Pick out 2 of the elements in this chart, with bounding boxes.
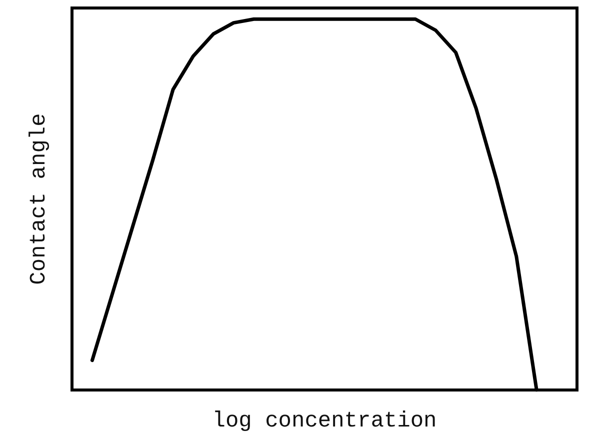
x-axis-title: log concentration — [212, 408, 437, 434]
y-axis-title: Contact angle — [26, 113, 52, 285]
